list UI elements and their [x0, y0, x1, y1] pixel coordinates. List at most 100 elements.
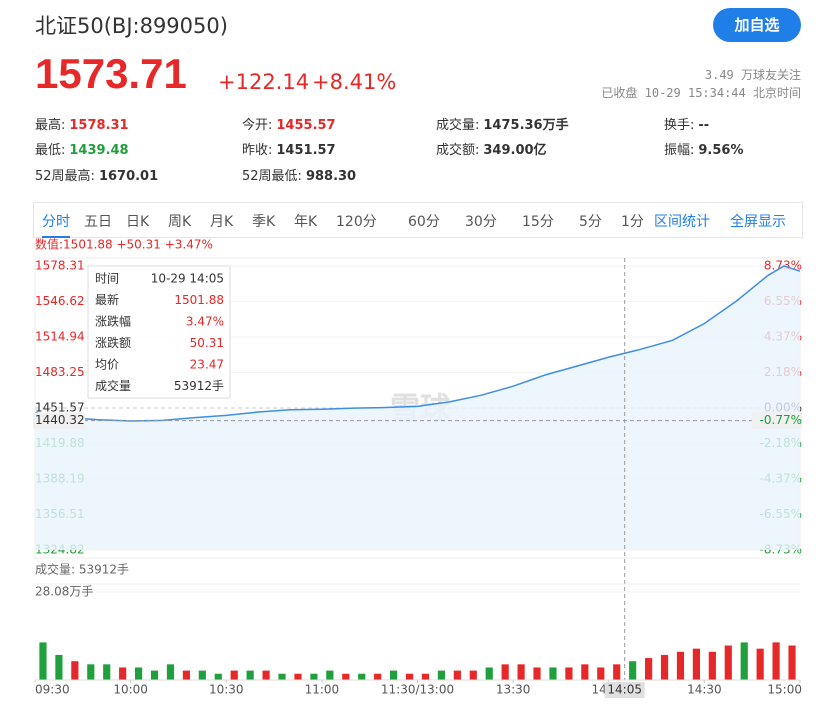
tooltip-value: 3.47%	[186, 315, 224, 329]
x-tick-label: 14:30	[687, 683, 722, 697]
tab[interactable]: 年K	[294, 214, 318, 230]
volume-bar	[166, 664, 175, 680]
tooltip-label: 成交量	[95, 378, 131, 393]
tab[interactable]: 60分	[408, 214, 440, 230]
change: +122.14	[218, 70, 310, 94]
stat: 最高: 1578.31	[35, 114, 129, 133]
y-tick-label: 1451.57	[35, 400, 85, 414]
tooltip-label: 最新	[95, 292, 119, 307]
volume-bar	[358, 673, 366, 680]
volume-bar	[645, 658, 653, 680]
stat: 52周最高: 1670.01	[35, 165, 158, 184]
volume-bar	[326, 670, 334, 680]
tooltip-value: 53912手	[174, 379, 224, 393]
stat-value: 1455.57	[276, 118, 336, 133]
stat-value: --	[698, 118, 710, 133]
stat: 今开: 1455.57	[242, 114, 336, 133]
stat-label: 换手:	[664, 118, 695, 133]
volume-bar	[613, 664, 621, 680]
volume-bar	[565, 667, 573, 680]
volume-bar	[517, 664, 525, 680]
volume-bar	[533, 667, 541, 680]
stat: 成交额: 349.00亿	[436, 139, 547, 158]
stat-label: 振幅:	[664, 143, 695, 158]
tab[interactable]: 分时	[42, 211, 70, 238]
stat-label: 今开:	[242, 118, 273, 133]
tab[interactable]: 五日	[84, 214, 112, 230]
price-line	[34, 265, 801, 422]
volume-bar	[501, 664, 509, 680]
x-tick-label: 11:00	[305, 683, 340, 697]
volume-bar	[278, 673, 286, 680]
volume-bar	[581, 664, 589, 680]
volume-bar	[198, 670, 206, 680]
tab-link[interactable]: 区间统计	[654, 214, 710, 230]
volume-bar	[676, 651, 685, 680]
stat: 成交量: 1475.36万手	[436, 114, 569, 133]
stat-label: 成交额:	[436, 143, 480, 158]
add-watchlist-button[interactable]: 加自选	[713, 8, 801, 42]
volume-tick-label: 28.08万手	[35, 585, 93, 599]
stat-value: 988.30	[305, 169, 357, 184]
stat-value: 1578.31	[69, 118, 129, 133]
volume-bar	[246, 670, 254, 680]
volume-bar	[597, 667, 605, 680]
info-line: 数值:1501.88 +50.31 +3.47%	[35, 237, 213, 252]
stat-value: 1475.36万手	[483, 118, 569, 133]
tab[interactable]: 月K	[210, 214, 234, 230]
tab-link[interactable]: 全屏显示	[730, 214, 786, 230]
tab[interactable]: 1分	[621, 214, 644, 230]
x-tick-label: 13:30	[496, 683, 531, 697]
volume-bar	[262, 670, 270, 680]
tab[interactable]: 周K	[168, 214, 192, 230]
volume-bar	[135, 667, 143, 680]
stat-label: 昨收:	[242, 143, 273, 158]
crosshair-x-label: 14:05	[607, 683, 642, 697]
x-tick-label: 11:30/13:00	[381, 683, 454, 697]
volume-bar	[119, 667, 127, 680]
tab[interactable]: 120分	[336, 214, 377, 230]
volume-bar	[310, 673, 318, 680]
stat-value: 1670.01	[98, 169, 159, 184]
followers: 3.49 万球友关注	[704, 68, 801, 82]
stat-value: 9.56%	[698, 143, 744, 158]
volume-bar	[469, 670, 477, 680]
volume-bar	[692, 648, 700, 680]
volume-bar	[724, 645, 732, 680]
y-tick-label: 1546.62	[35, 294, 85, 308]
volume-bar	[71, 661, 79, 680]
x-tick-label: 15:00	[767, 683, 802, 697]
stat-value: 1451.57	[276, 143, 336, 158]
crosshair-pct: -0.77%	[760, 413, 802, 427]
stat: 换手: --	[664, 114, 709, 133]
volume-bar	[55, 654, 63, 680]
tooltip-value: 10-29 14:05	[151, 272, 224, 286]
volume-bar	[453, 670, 461, 680]
tab[interactable]: 30分	[465, 214, 497, 230]
volume-bar	[421, 673, 430, 680]
volume-bar	[485, 667, 493, 680]
volume-bar	[660, 654, 669, 680]
volume-bar	[756, 648, 764, 680]
tab[interactable]: 季K	[252, 214, 276, 230]
stat: 昨收: 1451.57	[242, 139, 336, 158]
price: 1573.71	[35, 50, 187, 97]
stat-label: 成交量:	[436, 118, 480, 133]
tooltip-box	[87, 265, 231, 399]
tab[interactable]: 5分	[579, 214, 602, 230]
volume-bar	[549, 667, 557, 680]
stat: 振幅: 9.56%	[664, 139, 744, 158]
volume-bar	[39, 642, 47, 680]
volume-bar	[342, 673, 350, 680]
x-tick-label: 10:00	[113, 683, 148, 697]
volume-bar	[788, 645, 796, 680]
price-area	[35, 266, 800, 550]
tab[interactable]: 日K	[126, 214, 150, 230]
status: 已收盘 10-29 15:34:44 北京时间	[601, 86, 801, 100]
volume-bar	[103, 664, 111, 680]
stat-label: 52周最低:	[242, 169, 302, 184]
volume-bar	[740, 642, 748, 680]
tab[interactable]: 15分	[522, 214, 554, 230]
